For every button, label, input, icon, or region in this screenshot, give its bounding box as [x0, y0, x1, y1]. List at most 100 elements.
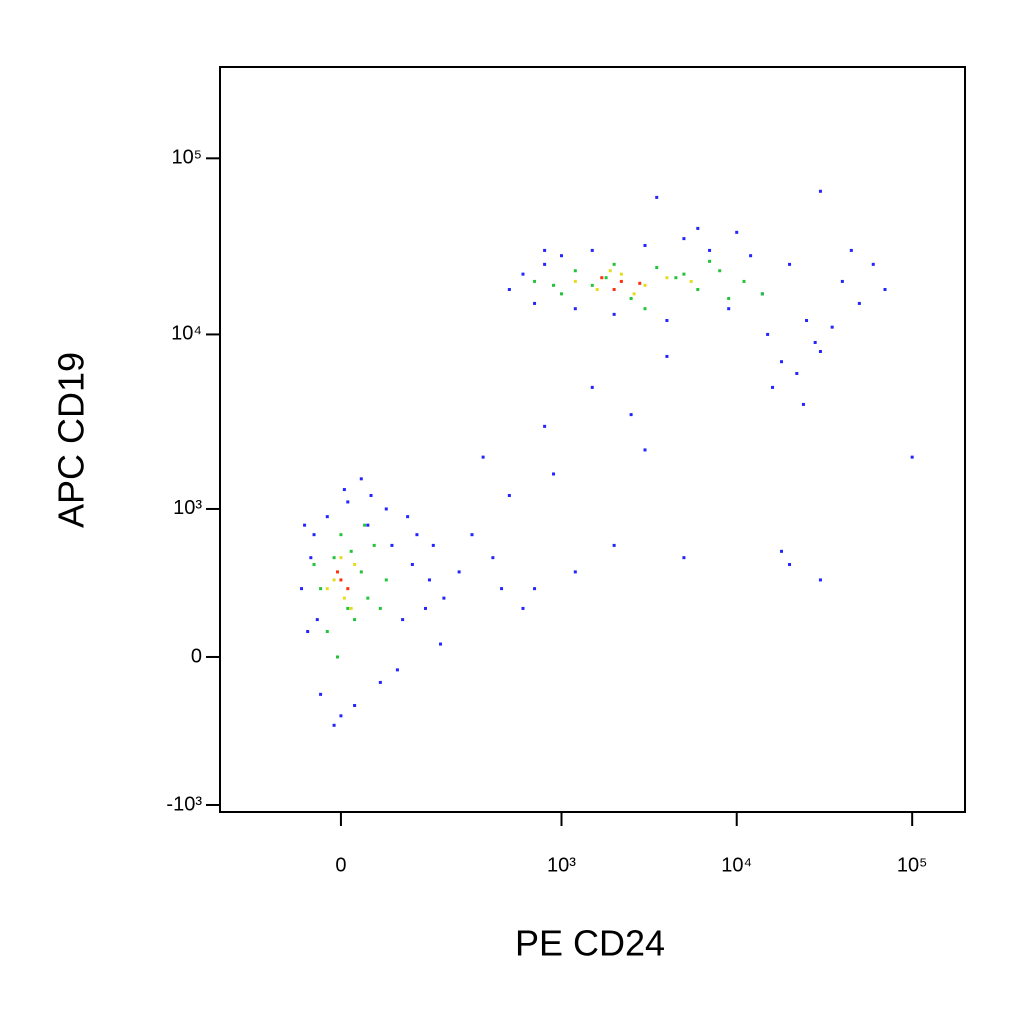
point: [665, 354, 669, 358]
point: [457, 570, 461, 574]
point: [325, 630, 329, 634]
point: [353, 618, 357, 622]
point: [423, 606, 427, 610]
point: [427, 578, 431, 582]
point: [491, 556, 495, 560]
point: [696, 226, 700, 230]
point: [406, 515, 410, 519]
point: [727, 307, 731, 311]
point: [689, 279, 693, 283]
point: [378, 606, 382, 610]
point: [643, 307, 647, 311]
point: [390, 543, 394, 547]
point: [910, 455, 914, 459]
point: [384, 507, 388, 511]
point: [619, 272, 623, 276]
point: [742, 279, 746, 283]
point: [378, 680, 382, 684]
point: [840, 279, 844, 283]
point: [600, 276, 604, 280]
point: [682, 272, 686, 276]
point: [612, 287, 616, 291]
point: [818, 578, 822, 582]
point: [332, 723, 336, 727]
point: [319, 692, 323, 696]
point: [696, 287, 700, 291]
point: [612, 262, 616, 266]
point: [573, 307, 577, 311]
point: [708, 259, 712, 263]
point: [315, 618, 319, 622]
point: [543, 262, 547, 266]
point: [384, 578, 388, 582]
point: [369, 493, 373, 497]
point: [552, 283, 556, 287]
point: [401, 618, 405, 622]
point: [309, 556, 313, 560]
point: [795, 371, 799, 375]
point: [366, 523, 370, 527]
y-tick-label: -10³: [166, 793, 202, 815]
point: [339, 714, 343, 718]
point: [312, 533, 316, 537]
point: [718, 269, 722, 273]
point: [346, 500, 350, 504]
point: [533, 279, 537, 283]
point: [336, 655, 340, 659]
point: [849, 248, 853, 252]
point: [612, 312, 616, 316]
point: [366, 596, 370, 600]
point: [395, 668, 399, 672]
y-axis-title: APC CD19: [51, 352, 92, 528]
point: [543, 424, 547, 428]
point: [595, 287, 599, 291]
point: [871, 262, 875, 266]
point: [857, 301, 861, 305]
point: [682, 237, 686, 241]
point: [359, 477, 363, 481]
point: [655, 195, 659, 199]
point: [521, 272, 525, 276]
point: [818, 189, 822, 193]
y-tick-label: 10⁴: [171, 323, 202, 345]
marks: [300, 189, 914, 727]
point: [573, 269, 577, 273]
point: [612, 543, 616, 547]
point: [559, 254, 563, 258]
x-tick-label: 10³: [547, 854, 576, 876]
point: [349, 549, 353, 553]
point: [830, 325, 834, 329]
point: [431, 543, 435, 547]
point: [559, 292, 563, 296]
point: [359, 570, 363, 574]
point: [533, 301, 537, 305]
point: [342, 488, 346, 492]
point: [655, 265, 659, 269]
point: [500, 587, 504, 591]
y-tick-label: 10⁵: [171, 147, 202, 169]
point: [339, 578, 343, 582]
point: [339, 533, 343, 537]
point: [629, 413, 633, 417]
point: [306, 630, 310, 634]
point: [674, 276, 678, 280]
plot-frame: [219, 66, 966, 813]
point: [735, 230, 739, 234]
point: [604, 276, 608, 280]
point: [643, 448, 647, 452]
point: [818, 349, 822, 353]
point: [346, 606, 350, 610]
x-tick-label: 0: [335, 854, 346, 876]
point: [619, 279, 623, 283]
point: [590, 248, 594, 252]
point: [788, 563, 792, 567]
point: [638, 281, 642, 285]
point: [533, 587, 537, 591]
point: [573, 279, 577, 283]
point: [332, 578, 336, 582]
point: [353, 563, 357, 567]
point: [346, 587, 350, 591]
point: [780, 360, 784, 364]
point: [727, 296, 731, 300]
